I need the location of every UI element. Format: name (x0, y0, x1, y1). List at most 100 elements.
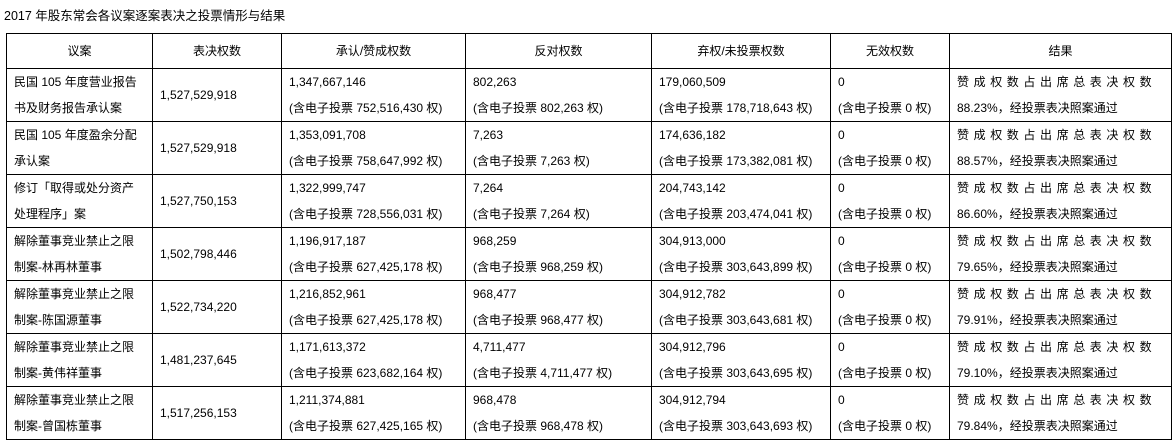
oppose-electronic: (含电子投票 968,477 权) (473, 313, 604, 327)
proposal-cell: 解除董事竞业禁止之限 制案-曾国栋董事 (6, 386, 153, 440)
proposal-line: 解除董事竞业禁止之限 (14, 393, 135, 407)
approve-cell: 1,196,917,187 (含电子投票 627,425,178 权) (281, 227, 466, 281)
result-cell: 赞成权数占出席总表决权数 88.57%，经投票表决照案通过 (949, 121, 1172, 175)
proposal-line: 制案-林再林董事 (14, 260, 102, 274)
approve-value: 1,347,667,146 (289, 75, 366, 89)
result-line: 赞成权数占出席总表决权数 (957, 75, 1157, 89)
abstain-value: 304,912,794 (659, 393, 726, 407)
oppose-cell: 968,477 (含电子投票 968,477 权) (465, 280, 652, 334)
table-row: 解除董事竞业禁止之限 制案-黄伟祥董事 1,481,237,645 1,171,613… (6, 333, 1172, 387)
result-line: 79.65%，经投票表决照案通过 (957, 260, 1118, 274)
oppose-cell: 968,259 (含电子投票 968,259 权) (465, 227, 652, 281)
proposal-line: 书及财务报告承认案 (14, 101, 123, 115)
approve-electronic: (含电子投票 623,682,164 权) (289, 366, 443, 380)
abstain-cell: 204,743,142 (含电子投票 203,474,041 权) (651, 174, 831, 228)
proposal-line: 制案-陈国源董事 (14, 313, 102, 327)
approve-cell: 1,216,852,961 (含电子投票 627,425,178 权) (281, 280, 466, 334)
table-row: 解除董事竞业禁止之限 制案-林再林董事 1,502,798,446 1,196,917… (6, 227, 1172, 281)
abstain-cell: 304,912,782 (含电子投票 303,643,681 权) (651, 280, 831, 334)
proposal-line: 解除董事竞业禁止之限 (14, 234, 135, 248)
proposal-line: 承认案 (14, 154, 51, 168)
approve-value: 1,216,852,961 (289, 287, 366, 301)
approve-electronic: (含电子投票 627,425,178 权) (289, 260, 443, 274)
proposal-line: 民国 105 年度盈余分配 (14, 128, 137, 142)
result-line: 赞成权数占出席总表决权数 (957, 287, 1157, 301)
proposal-cell: 解除董事竞业禁止之限 制案-林再林董事 (6, 227, 153, 281)
total-votes-cell: 1,522,734,220 (152, 280, 282, 334)
result-line: 79.84%，经投票表决照案通过 (957, 419, 1118, 433)
oppose-electronic: (含电子投票 802,263 权) (473, 101, 604, 115)
result-line: 赞成权数占出席总表决权数 (957, 340, 1157, 354)
abstain-electronic: (含电子投票 203,474,041 权) (659, 207, 813, 221)
oppose-cell: 4,711,477 (含电子投票 4,711,477 权) (465, 333, 652, 387)
approve-cell: 1,171,613,372 (含电子投票 623,682,164 权) (281, 333, 466, 387)
total-votes-cell: 1,527,750,153 (152, 174, 282, 228)
result-cell: 赞成权数占出席总表决权数 79.91%，经投票表决照案通过 (949, 280, 1172, 334)
oppose-value: 968,478 (473, 393, 517, 407)
abstain-cell: 304,913,000 (含电子投票 303,643,899 权) (651, 227, 831, 281)
header-abstain-votes: 弃权/未投票权数 (651, 33, 831, 69)
proposal-cell: 修订「取得或处分资产 处理程序」案 (6, 174, 153, 228)
result-line: 88.23%，经投票表决照案通过 (957, 101, 1118, 115)
approve-value: 1,322,999,747 (289, 181, 366, 195)
oppose-cell: 7,264 (含电子投票 7,264 权) (465, 174, 652, 228)
document-title: 2017 年股东常会各议案逐案表决之投票情形与结果 (4, 9, 286, 23)
table-row: 修订「取得或处分资产 处理程序」案 1,527,750,153 1,322,999,7… (6, 174, 1172, 228)
invalid-value: 0 (838, 287, 845, 301)
result-cell: 赞成权数占出席总表决权数 79.10%，经投票表决照案通过 (949, 333, 1172, 387)
invalid-electronic: (含电子投票 0 权) (838, 207, 932, 221)
invalid-cell: 0 (含电子投票 0 权) (830, 333, 950, 387)
invalid-cell: 0 (含电子投票 0 权) (830, 68, 950, 122)
result-line: 赞成权数占出席总表决权数 (957, 234, 1157, 248)
abstain-electronic: (含电子投票 173,382,081 权) (659, 154, 813, 168)
abstain-value: 179,060,509 (659, 75, 726, 89)
oppose-cell: 802,263 (含电子投票 802,263 权) (465, 68, 652, 122)
abstain-electronic: (含电子投票 303,643,681 权) (659, 313, 813, 327)
proposal-line: 修订「取得或处分资产 (14, 181, 135, 195)
abstain-value: 304,913,000 (659, 234, 726, 248)
invalid-value: 0 (838, 75, 845, 89)
oppose-cell: 7,263 (含电子投票 7,263 权) (465, 121, 652, 175)
invalid-cell: 0 (含电子投票 0 权) (830, 174, 950, 228)
invalid-electronic: (含电子投票 0 权) (838, 260, 932, 274)
oppose-electronic: (含电子投票 968,478 权) (473, 419, 604, 433)
proposal-cell: 解除董事竞业禁止之限 制案-黄伟祥董事 (6, 333, 153, 387)
header-invalid-votes: 无效权数 (830, 33, 950, 69)
header-result: 结果 (949, 33, 1172, 69)
proposal-cell: 民国 105 年度盈余分配 承认案 (6, 121, 153, 175)
oppose-electronic: (含电子投票 968,259 权) (473, 260, 604, 274)
approve-electronic: (含电子投票 627,425,165 权) (289, 419, 443, 433)
abstain-electronic: (含电子投票 303,643,695 权) (659, 366, 813, 380)
result-cell: 赞成权数占出席总表决权数 79.65%，经投票表决照案通过 (949, 227, 1172, 281)
result-line: 86.60%，经投票表决照案通过 (957, 207, 1118, 221)
proposal-line: 解除董事竞业禁止之限 (14, 340, 135, 354)
oppose-value: 7,264 (473, 181, 504, 195)
abstain-value: 204,743,142 (659, 181, 726, 195)
invalid-electronic: (含电子投票 0 权) (838, 366, 932, 380)
proposal-line: 制案-黄伟祥董事 (14, 366, 102, 380)
approve-electronic: (含电子投票 728,556,031 权) (289, 207, 443, 221)
proposal-cell: 民国 105 年度营业报告 书及财务报告承认案 (6, 68, 153, 122)
oppose-electronic: (含电子投票 7,264 权) (473, 207, 590, 221)
abstain-electronic: (含电子投票 178,718,643 权) (659, 101, 813, 115)
abstain-cell: 304,912,794 (含电子投票 303,643,693 权) (651, 386, 831, 440)
table-row: 解除董事竞业禁止之限 制案-曾国栋董事 1,517,256,153 1,211,374… (6, 386, 1172, 440)
abstain-cell: 304,912,796 (含电子投票 303,643,695 权) (651, 333, 831, 387)
invalid-cell: 0 (含电子投票 0 权) (830, 121, 950, 175)
invalid-value: 0 (838, 340, 845, 354)
total-votes-cell: 1,517,256,153 (152, 386, 282, 440)
table-row: 民国 105 年度盈余分配 承认案 1,527,529,918 1,353,091,7… (6, 121, 1172, 175)
invalid-electronic: (含电子投票 0 权) (838, 154, 932, 168)
approve-electronic: (含电子投票 627,425,178 权) (289, 313, 443, 327)
invalid-value: 0 (838, 234, 845, 248)
abstain-value: 304,912,782 (659, 287, 726, 301)
abstain-electronic: (含电子投票 303,643,899 权) (659, 260, 813, 274)
invalid-electronic: (含电子投票 0 权) (838, 419, 932, 433)
total-votes-cell: 1,502,798,446 (152, 227, 282, 281)
invalid-cell: 0 (含电子投票 0 权) (830, 386, 950, 440)
oppose-value: 968,259 (473, 234, 517, 248)
invalid-cell: 0 (含电子投票 0 权) (830, 280, 950, 334)
proposal-line: 民国 105 年度营业报告 (14, 75, 137, 89)
header-oppose-votes: 反对权数 (465, 33, 652, 69)
result-cell: 赞成权数占出席总表决权数 88.23%，经投票表决照案通过 (949, 68, 1172, 122)
